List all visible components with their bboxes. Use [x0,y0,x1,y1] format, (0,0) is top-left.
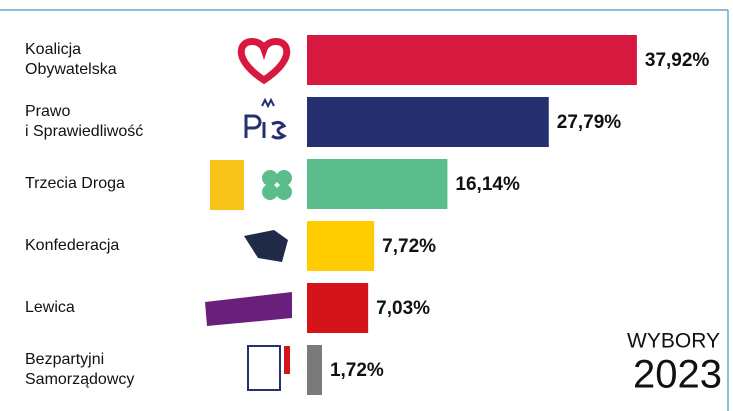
category-label: Konfederacja [25,237,119,254]
logo-pis [242,97,290,140]
logo-ko [237,38,291,85]
logo-bs [247,345,290,391]
annotation: WYBORY [627,330,720,353]
bar [307,97,549,147]
logo-td [210,160,292,210]
annotation: 2023 [633,353,722,397]
value-label: 7,03% [376,298,430,319]
bar [307,345,322,395]
value-label: 1,72% [330,360,384,381]
category-label: Bezpartyjni Samorządowcy [25,351,134,388]
bar [307,159,448,209]
category-label: Koalicja Obywatelska [25,41,117,78]
logo-konf [244,230,288,262]
value-label: 7,72% [382,236,436,257]
value-label: 16,14% [455,174,520,195]
bar [307,283,369,333]
value-label: 27,79% [557,112,622,133]
bar [307,35,637,85]
bar [307,221,375,271]
logo-lewica [205,292,292,326]
category-label: Trzecia Droga [25,175,125,192]
category-label: Prawo i Sprawiedliwość [25,103,143,140]
category-label: Lewica [25,299,75,316]
value-label: 37,92% [645,50,710,71]
